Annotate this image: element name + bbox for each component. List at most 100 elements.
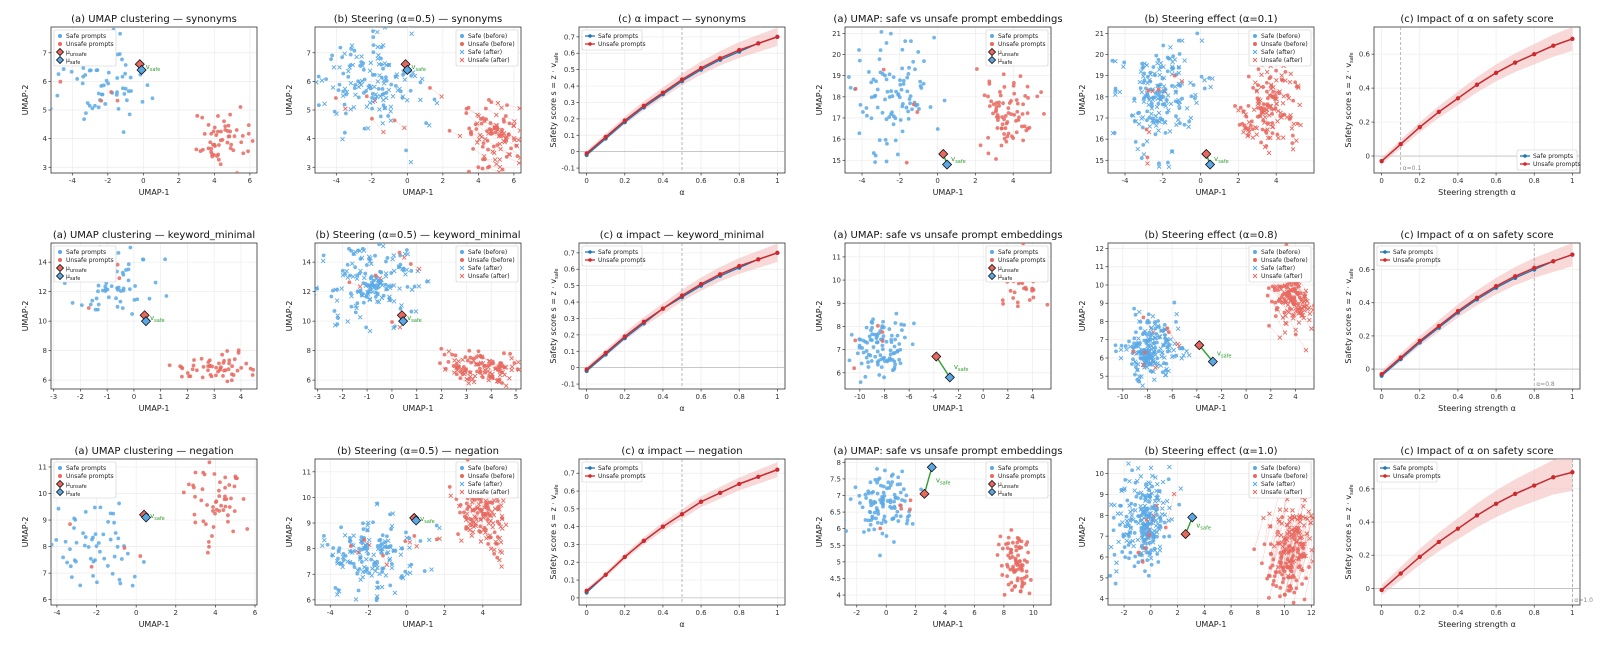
- unsafe-point: [512, 361, 517, 365]
- unsafe-point: [1298, 310, 1302, 315]
- safe-after-point: [1139, 89, 1145, 95]
- unsafe-point: [229, 372, 234, 377]
- unsafe-after-point: [1328, 292, 1332, 296]
- unsafe-after-point: [357, 284, 363, 289]
- mu-unsafe-marker: [931, 351, 942, 362]
- x-tick-label: -6: [906, 393, 914, 401]
- unsafe-after-point: [509, 367, 515, 373]
- y-axis-label: Safety score s = z · vsafe: [549, 484, 560, 579]
- safe-after-point: [356, 84, 361, 90]
- unsafe-point: [994, 109, 998, 114]
- safe-point: [1154, 53, 1159, 58]
- safe-point: [1147, 515, 1152, 519]
- legend-marker: [1523, 154, 1527, 158]
- safe-point: [380, 566, 385, 571]
- unsafe-point: [99, 98, 104, 103]
- x-tick-label: 0: [584, 393, 588, 401]
- safe-point: [422, 569, 427, 573]
- unsafe-point: [986, 151, 991, 156]
- legend-marker: [990, 474, 994, 478]
- safe-point: [70, 301, 75, 305]
- x-tick-label: -10: [1117, 393, 1128, 401]
- unsafe-point: [1012, 570, 1017, 574]
- legend-marker: [58, 258, 62, 262]
- unsafe-point: [1031, 295, 1036, 300]
- unsafe-point: [200, 375, 205, 380]
- safe-after-point: [1179, 38, 1185, 43]
- unsafe-point: [529, 369, 533, 373]
- unsafe-point: [908, 498, 913, 503]
- safe-point: [74, 540, 79, 545]
- shift-line: [1302, 538, 1310, 571]
- legend-label: μsafe: [66, 57, 80, 66]
- safe-point: [887, 486, 892, 490]
- y-axis-label: Safety score s = z · vsafe: [1344, 268, 1355, 363]
- x-tick-label: 0: [1244, 393, 1248, 401]
- unsafe-point: [1268, 524, 1273, 529]
- y-tick-label: 0.3: [564, 541, 575, 549]
- series-point-1: [718, 490, 723, 495]
- safe-point: [1140, 66, 1145, 70]
- legend-label: Safe prompts: [1393, 465, 1433, 472]
- unsafe-point: [994, 105, 999, 109]
- shift-line: [1304, 561, 1314, 600]
- unsafe-point: [1026, 550, 1031, 555]
- unsafe-after-point: [439, 94, 444, 99]
- unsafe-point: [348, 544, 353, 548]
- legend-label: Unsafe (after): [468, 489, 510, 496]
- x-axis-label: UMAP-1: [933, 188, 964, 197]
- safe-after-point: [1132, 488, 1137, 493]
- unsafe-point: [473, 122, 478, 127]
- vsafe-label: vsafe: [420, 515, 435, 525]
- unsafe-point: [229, 496, 233, 501]
- x-tick-label: 2: [1175, 609, 1179, 617]
- safe-point: [898, 78, 902, 83]
- unsafe-point: [1280, 565, 1285, 570]
- series-point-1: [1474, 295, 1480, 300]
- unsafe-point: [505, 103, 509, 108]
- safe-point: [353, 265, 358, 270]
- shift-line: [1270, 509, 1281, 545]
- safe-point: [361, 300, 366, 305]
- shift-line: [1293, 569, 1302, 603]
- plot-frame: [1373, 458, 1581, 606]
- x-axis-label: Steering strength α: [1438, 404, 1516, 413]
- series-point-1: [1436, 323, 1441, 329]
- unsafe-point: [496, 504, 501, 509]
- mu-safe-marker: [926, 462, 937, 473]
- y-tick-label: 6: [307, 377, 312, 385]
- safe-point: [1180, 96, 1184, 101]
- safe-point: [1149, 562, 1154, 567]
- unsafe-point: [1270, 111, 1275, 116]
- unsafe-after-point: [1293, 308, 1299, 314]
- y-tick-label: 11: [832, 253, 841, 261]
- safe-point: [360, 291, 365, 296]
- series-point-1: [1398, 142, 1403, 147]
- safe-point: [919, 487, 923, 492]
- unsafe-point: [1012, 91, 1017, 96]
- unsafe-point: [1015, 101, 1020, 106]
- x-tick-label: 0.6: [696, 177, 708, 185]
- x-tick-label: 1: [775, 609, 779, 617]
- safe-point: [1123, 555, 1128, 560]
- unsafe-point: [213, 511, 217, 516]
- safe-point: [869, 320, 874, 324]
- unsafe-after-point: [1290, 146, 1296, 152]
- shift-line: [1295, 334, 1307, 351]
- safe-point: [116, 250, 121, 255]
- safe-point: [106, 81, 111, 86]
- y-tick-label: 17: [832, 114, 841, 122]
- safe-point: [51, 106, 53, 111]
- y-tick-label: 0: [571, 148, 575, 156]
- unsafe-point: [1296, 547, 1301, 552]
- safe-after-point: [418, 97, 423, 103]
- unsafe-point: [234, 128, 239, 132]
- safe-point: [398, 262, 403, 267]
- unsafe-point: [1000, 115, 1005, 119]
- x-tick-label: 0.4: [657, 393, 669, 401]
- unsafe-point: [226, 367, 231, 372]
- safe-point: [1170, 84, 1174, 88]
- x-tick-label: 0: [1149, 609, 1153, 617]
